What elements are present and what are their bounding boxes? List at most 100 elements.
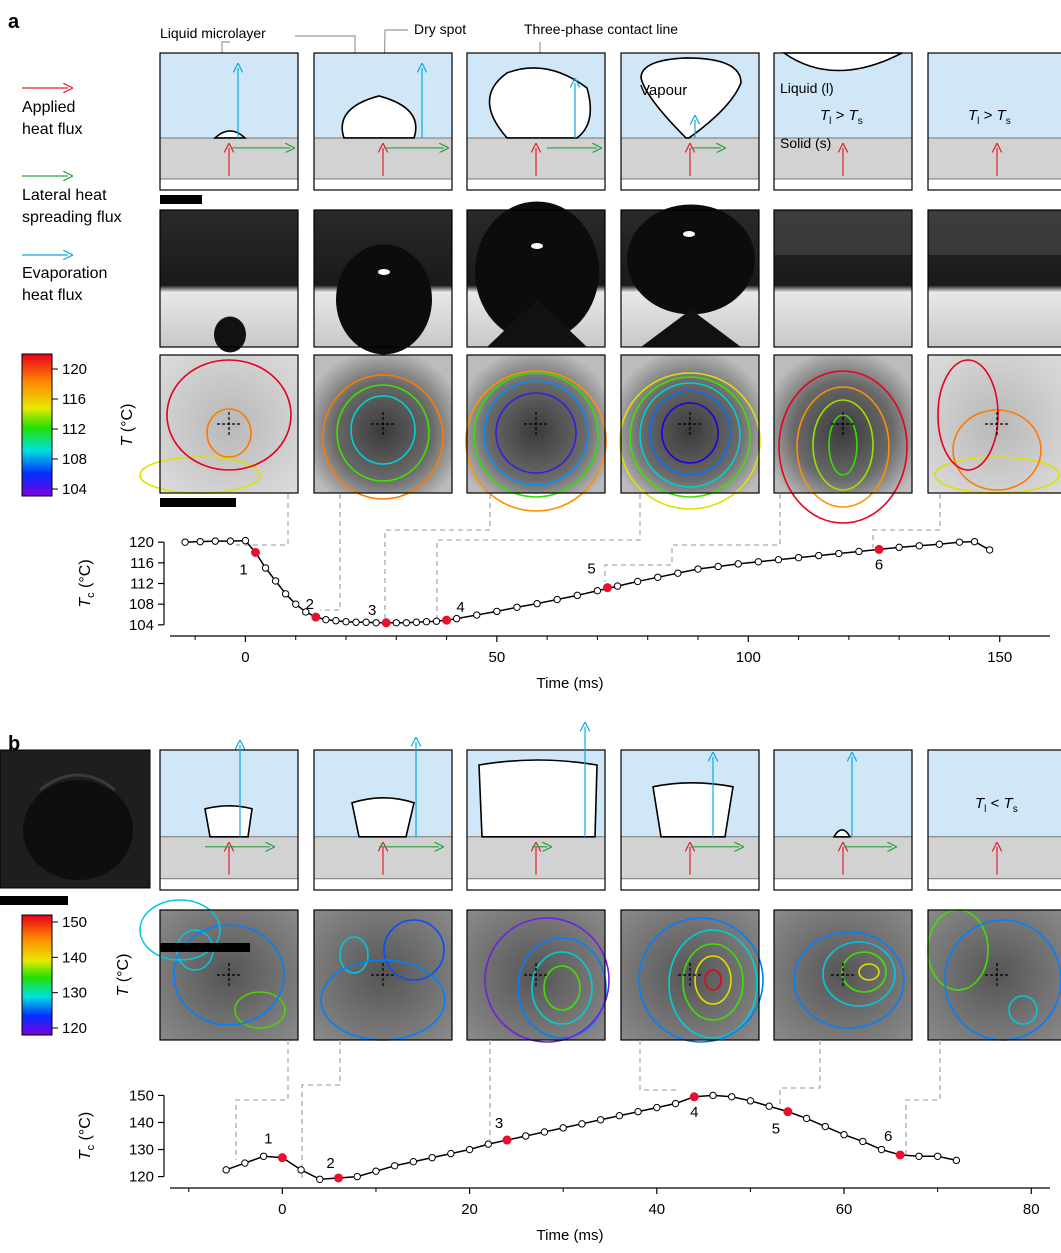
photo-frame [927,209,1061,348]
data-point [709,1091,717,1100]
data-point [728,1093,736,1101]
data-point [412,618,421,626]
isotherm-contour [339,936,369,974]
photo-panel-b [0,749,151,889]
highlighted-point-label: 3 [368,602,376,619]
connector-line [779,1040,821,1108]
x-tick-label: 40 [648,1201,665,1218]
ir-frame [927,354,1061,494]
highlighted-point-label: 3 [495,1115,503,1132]
colorbar-b: 150 140 130 120 T (°C) [21,914,132,1037]
legend-applied-line2: heat flux [22,121,82,138]
data-point [352,618,360,626]
isotherm-contour [841,951,887,993]
isotherm-contour [1008,995,1038,1025]
colorbar-a: 120 116 112 108 104 T (°C) [21,353,136,498]
data-point [877,1145,886,1154]
base-region [160,179,298,190]
schematic-frame [313,749,453,891]
y-tick-label: 108 [129,596,154,613]
base-region [621,878,759,890]
x-tick-label: 0 [278,1201,286,1218]
schematic-frame [159,52,299,191]
bubble-shape [781,52,903,72]
base-region [928,179,1061,190]
ir-frame [466,909,606,1041]
data-point [840,1130,848,1139]
colorbar-tick-label: 112 [62,421,86,438]
data-point [613,582,622,590]
data-point [432,617,441,625]
connector-line [301,1040,341,1180]
bubble [475,201,599,342]
data-point [553,595,561,604]
connector-line [236,494,289,546]
annotation-liquid-microlayer: Liquid microlayer [160,25,266,41]
departed-bubble [774,210,912,255]
neck [487,299,587,347]
connector-line [604,494,781,582]
data-point [802,1114,811,1123]
isotherm-contour [543,965,581,1011]
colorbar-tick-label: 120 [62,1020,87,1037]
highlighted-point [250,548,260,557]
series-line [225,1094,957,1181]
liquid-region [928,53,1061,138]
x-tick-label: 100 [736,649,761,666]
x-axis-label: Time (ms) [537,1227,604,1244]
isotherm-contour [704,969,722,991]
ir-row-b [139,899,1061,1043]
data-point [540,1128,549,1136]
data-point [835,549,843,558]
highlight [378,269,390,275]
departed-bubble [928,210,1061,255]
isotherm-contour [937,359,999,471]
colorbar-tick-label: 116 [62,391,86,408]
data-point [181,538,189,546]
data-point [933,1152,942,1160]
data-point [774,556,783,564]
base-region [314,878,452,890]
highlighted-point [442,615,452,625]
data-point [821,1122,830,1131]
data-point [281,590,290,598]
ir-frame [159,909,299,1041]
temperature-inequality: Tl > Ts [968,107,1011,127]
data-point [316,1175,324,1183]
isotherm-contour [473,372,599,498]
highlighted-point-label: 4 [456,599,464,616]
isotherm-contour [682,943,744,1021]
ir-frame [313,909,453,1041]
base-region [928,878,1061,890]
data-point [196,537,204,546]
data-point [409,1158,418,1166]
schematic-row-a: Vapour Liquid (l) Solid (s) Tl > Ts Tl > Ts [159,52,1061,191]
bubble-shape [341,95,417,139]
data-point [447,1149,455,1158]
isotherm-contour [638,917,764,1043]
ir-frame [620,909,760,1041]
connector-line [872,494,941,548]
scale-bar-schematic-a [160,195,202,204]
isotherm-contour [139,899,221,961]
data-point [633,577,642,586]
isotherm-contour [173,924,285,1026]
label-vapour: Vapour [640,82,687,99]
schematic-frame [313,52,453,191]
chart-a: 120 116 112 108 104 0 50 100 150 Time (ms) Tc (°C)… [77,494,1050,692]
y-tick-label: 140 [129,1114,154,1131]
data-point [952,1156,961,1165]
data-point [935,540,944,548]
data-point [615,1112,624,1120]
data-point [332,617,340,625]
colorbar-tick-label: 140 [62,949,87,966]
highlighted-point [874,544,884,554]
highlighted-point [502,1135,512,1145]
data-point [302,608,310,616]
data-point [955,538,964,546]
temperature-inequality: Tl > Ts [820,107,863,127]
data-point [473,611,481,619]
data-point [859,1137,867,1146]
scale-bar-photo-b [0,896,68,905]
highlight [683,231,695,237]
